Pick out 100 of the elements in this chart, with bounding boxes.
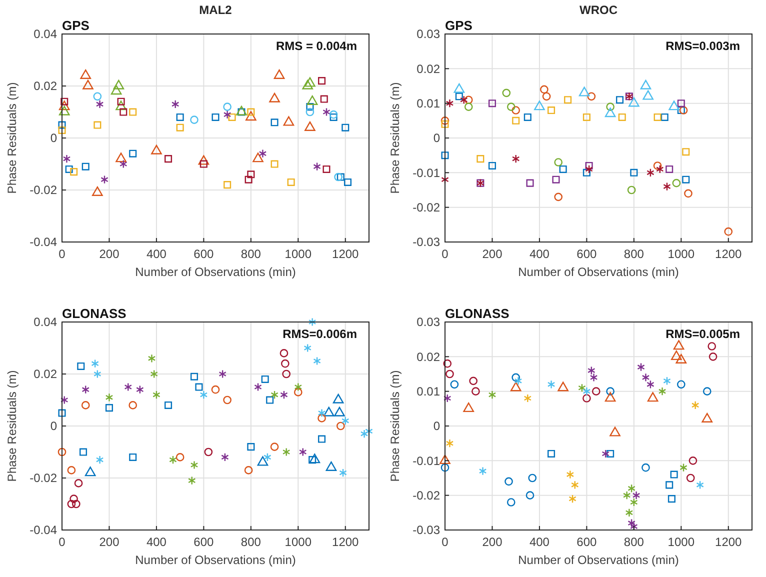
point bbox=[654, 113, 662, 121]
x-axis-title: Number of Observations (min) bbox=[518, 553, 679, 567]
point bbox=[559, 165, 567, 173]
x-tick-label: 1200 bbox=[715, 247, 742, 261]
point bbox=[440, 463, 450, 472]
point bbox=[682, 148, 690, 156]
point bbox=[677, 100, 685, 108]
point bbox=[247, 443, 255, 451]
point bbox=[204, 448, 213, 456]
point bbox=[686, 474, 695, 482]
x-tick-label: 1000 bbox=[668, 535, 695, 549]
point bbox=[646, 168, 654, 178]
point bbox=[270, 442, 279, 451]
point bbox=[200, 160, 208, 168]
point bbox=[510, 382, 522, 392]
point bbox=[198, 155, 210, 165]
point bbox=[94, 370, 102, 378]
y-tick-label: -0.01 bbox=[412, 166, 440, 180]
point bbox=[663, 376, 671, 386]
point bbox=[344, 178, 352, 186]
x-tick-label: 1000 bbox=[668, 247, 695, 261]
x-tick-label: 200 bbox=[482, 247, 503, 261]
point bbox=[94, 121, 102, 129]
point bbox=[673, 340, 684, 350]
point bbox=[587, 92, 596, 101]
point bbox=[79, 448, 88, 456]
point bbox=[228, 113, 236, 121]
x-tick-label: 600 bbox=[576, 535, 598, 549]
x-tick-label: 400 bbox=[146, 247, 167, 261]
x-tick-label: 0 bbox=[442, 247, 449, 261]
y-tick-label: 0.04 bbox=[34, 315, 58, 330]
y-tick-label: -0.03 bbox=[412, 235, 440, 250]
point bbox=[610, 426, 620, 436]
point bbox=[502, 88, 511, 98]
y-tick-label: -0.04 bbox=[30, 523, 58, 538]
point bbox=[246, 111, 256, 121]
point bbox=[84, 466, 96, 476]
point bbox=[164, 401, 172, 409]
point bbox=[190, 116, 198, 124]
x-axis-title: Number of Observations (min) bbox=[518, 265, 679, 279]
point bbox=[313, 162, 321, 171]
point bbox=[96, 455, 104, 464]
point bbox=[254, 382, 262, 392]
point bbox=[120, 160, 128, 168]
point bbox=[606, 102, 614, 111]
y-tick-label: -0.04 bbox=[30, 235, 58, 250]
point bbox=[318, 414, 326, 422]
point bbox=[236, 106, 247, 116]
y-tick-label: -0.02 bbox=[30, 183, 58, 198]
point bbox=[696, 480, 704, 490]
point bbox=[724, 227, 733, 236]
point bbox=[211, 385, 220, 394]
annotation: RMS=0.003m bbox=[666, 39, 740, 53]
point bbox=[322, 108, 330, 116]
point bbox=[488, 390, 496, 400]
x-tick-label: 200 bbox=[99, 247, 120, 261]
point bbox=[266, 396, 274, 404]
y-tick-label: 0.02 bbox=[416, 350, 440, 364]
x-tick-label: 0 bbox=[58, 247, 66, 261]
y-axis-title: Phase Residuals (m) bbox=[5, 370, 19, 482]
y-tick-label: -0.02 bbox=[30, 471, 58, 486]
y-tick-label: 0.03 bbox=[416, 315, 440, 330]
point bbox=[630, 498, 638, 507]
point bbox=[136, 385, 144, 394]
point bbox=[554, 192, 563, 202]
point bbox=[334, 406, 345, 416]
point bbox=[688, 456, 698, 465]
point bbox=[627, 186, 636, 194]
point bbox=[280, 390, 288, 400]
point bbox=[306, 108, 314, 116]
point bbox=[602, 449, 610, 458]
point bbox=[524, 394, 532, 403]
point bbox=[323, 406, 334, 416]
point bbox=[476, 155, 484, 163]
point bbox=[441, 152, 449, 160]
point bbox=[270, 160, 278, 168]
point bbox=[514, 376, 522, 386]
point bbox=[616, 96, 624, 104]
point bbox=[190, 372, 198, 380]
point bbox=[308, 318, 316, 326]
point bbox=[294, 382, 302, 392]
point bbox=[582, 394, 591, 402]
point bbox=[656, 164, 664, 174]
point bbox=[640, 80, 652, 90]
chart-title: MAL2 bbox=[199, 3, 232, 17]
point bbox=[691, 400, 700, 410]
point bbox=[152, 390, 160, 400]
point bbox=[582, 168, 590, 176]
y-tick-label: 0.02 bbox=[34, 79, 58, 94]
y-axis-title: Phase Residuals (m) bbox=[388, 370, 402, 482]
point bbox=[547, 380, 556, 389]
point bbox=[67, 500, 76, 508]
point bbox=[58, 106, 70, 116]
point bbox=[70, 168, 78, 176]
x-tick-label: 200 bbox=[99, 535, 120, 549]
point bbox=[247, 170, 255, 178]
point bbox=[441, 120, 449, 128]
point bbox=[169, 455, 177, 464]
point bbox=[558, 382, 568, 392]
point bbox=[524, 113, 532, 121]
